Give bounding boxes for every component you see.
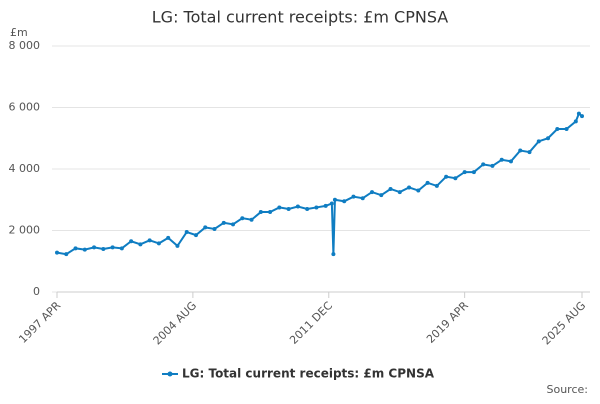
data-point <box>416 188 421 193</box>
data-point <box>351 194 356 199</box>
legend-label: LG: Total current receipts: £m CPNSA <box>182 367 435 381</box>
data-point <box>82 247 87 252</box>
x-tick-label: 2011 DEC <box>287 299 335 347</box>
data-point <box>527 150 532 155</box>
data-point <box>434 183 439 188</box>
data-point <box>425 180 430 185</box>
data-point <box>546 136 551 141</box>
data-point <box>342 199 347 204</box>
y-tick-label: 8 000 <box>9 39 41 52</box>
data-point <box>92 245 97 250</box>
data-point <box>323 203 328 208</box>
data-point <box>156 241 161 246</box>
data-point <box>64 252 69 257</box>
data-point <box>388 186 393 191</box>
y-tick-label: 2 000 <box>9 224 41 237</box>
data-line <box>56 112 583 256</box>
data-point <box>573 119 578 124</box>
data-point <box>305 206 310 211</box>
data-point <box>268 210 273 215</box>
data-point <box>407 185 412 190</box>
x-tick-label: 2004 AUG <box>151 299 200 348</box>
source: Source: <box>547 383 589 396</box>
data-point <box>119 246 124 251</box>
y-tick-label: 6 000 <box>9 101 41 114</box>
data-point <box>331 252 336 257</box>
data-point <box>73 246 78 251</box>
chart-title: LG: Total current receipts: £m CPNSA <box>152 8 449 27</box>
data-point <box>397 190 402 195</box>
data-point <box>508 159 513 164</box>
data-point <box>471 170 476 175</box>
data-point <box>166 235 171 240</box>
data-point <box>370 190 374 195</box>
data-point <box>147 238 152 243</box>
x-tick-label: 1997 APR <box>16 299 63 346</box>
data-point <box>576 111 581 116</box>
data-point <box>55 250 59 255</box>
data-point <box>203 225 208 230</box>
data-point <box>490 163 495 168</box>
data-point <box>138 242 143 247</box>
data-point <box>295 204 300 209</box>
data-point <box>379 193 384 198</box>
data-point <box>555 127 560 132</box>
data-point <box>249 217 254 222</box>
data-point <box>499 157 504 162</box>
data-point <box>360 196 365 201</box>
data-point <box>212 226 217 231</box>
x-tick-label: 2019 APR <box>424 299 471 346</box>
data-point <box>240 216 245 221</box>
data-point <box>101 246 106 251</box>
data-point <box>329 201 334 206</box>
y-tick-label: 4 000 <box>9 162 41 175</box>
data-point <box>277 205 282 210</box>
data-point <box>258 210 263 215</box>
data-point <box>580 114 584 119</box>
data-point <box>536 139 541 144</box>
data-point <box>184 230 189 235</box>
data-point <box>110 245 115 250</box>
y-axis-unit: £m <box>10 26 28 39</box>
legend-marker <box>167 371 173 377</box>
data-point <box>332 197 337 202</box>
data-point <box>518 148 523 153</box>
data-point <box>193 233 198 238</box>
data-point <box>444 174 449 179</box>
data-point <box>314 205 319 210</box>
data-point <box>231 222 236 227</box>
data-point <box>129 239 134 244</box>
data-point <box>286 206 291 211</box>
y-tick-label: 0 <box>33 285 40 298</box>
data-point <box>453 176 458 181</box>
data-point <box>175 243 180 248</box>
data-point <box>221 220 226 225</box>
data-point <box>462 170 467 175</box>
x-tick-label: 2025 AUG <box>540 299 589 348</box>
data-point <box>481 162 486 167</box>
data-point <box>564 127 569 132</box>
